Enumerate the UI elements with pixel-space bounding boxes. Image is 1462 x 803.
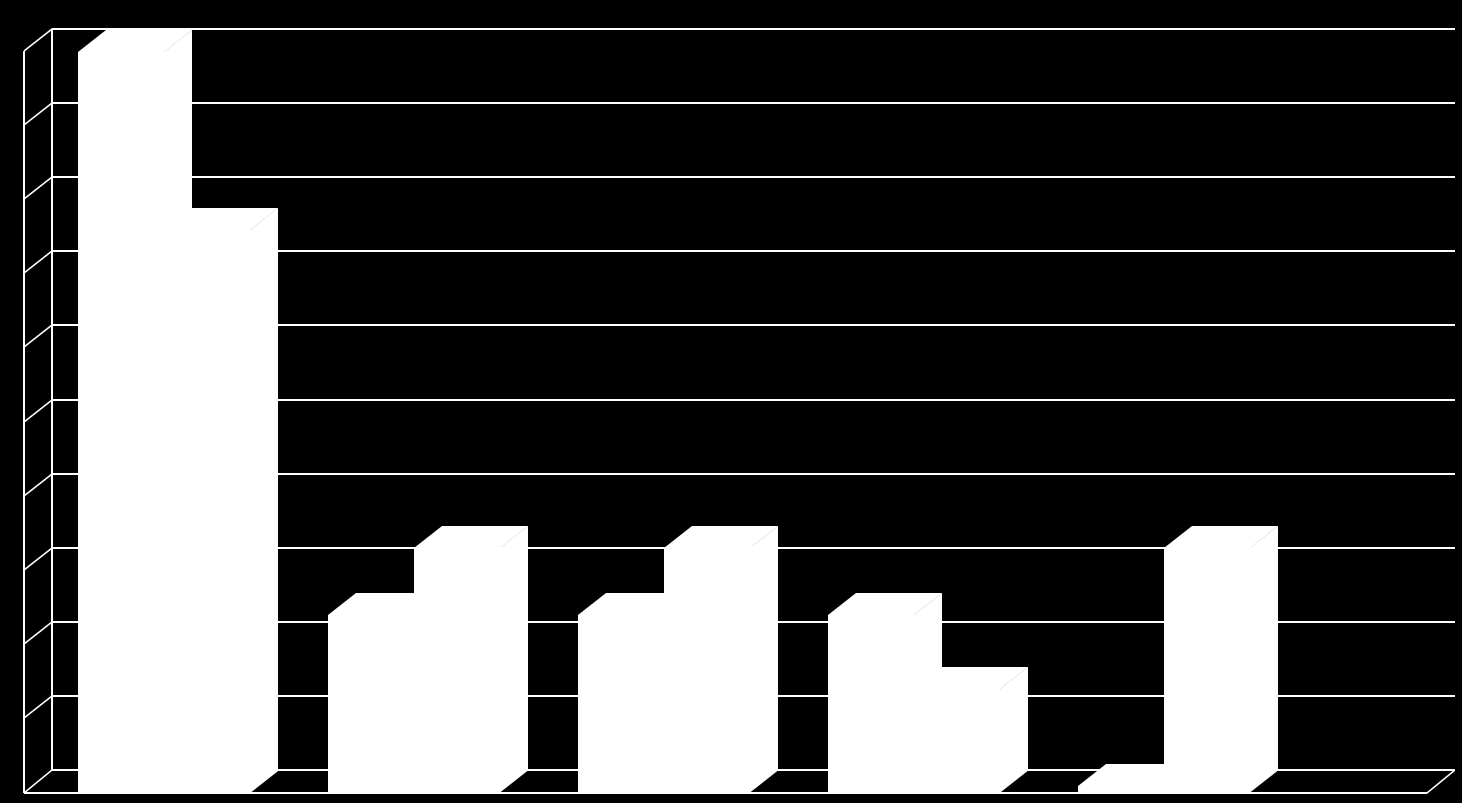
gridline	[52, 176, 1455, 178]
grid-tick-diagonal	[24, 547, 52, 571]
bar	[1164, 548, 1250, 793]
bar	[78, 52, 164, 793]
grid-tick-diagonal	[24, 324, 52, 348]
floor-right-edge	[1427, 769, 1455, 794]
floor-front-edge	[24, 792, 1427, 794]
bar	[328, 615, 414, 793]
grid-tick-diagonal	[24, 176, 52, 200]
bar	[828, 615, 914, 793]
grid-tick-diagonal	[24, 695, 52, 719]
grid-tick-diagonal	[24, 473, 52, 497]
gridline	[52, 28, 1455, 30]
floor-left-edge	[24, 769, 52, 794]
bar-side	[1250, 526, 1278, 793]
grid-tick-diagonal	[24, 621, 52, 645]
bar	[578, 615, 664, 793]
grid-tick-diagonal	[24, 28, 52, 52]
bar-side	[1000, 667, 1028, 793]
bar-side	[250, 208, 278, 793]
bar-side	[750, 526, 778, 793]
bar-side	[500, 526, 528, 793]
bar	[914, 689, 1000, 793]
bar	[164, 230, 250, 793]
bar	[664, 548, 750, 793]
grid-tick-diagonal	[24, 399, 52, 423]
grid-tick-diagonal	[24, 102, 52, 126]
bar	[414, 548, 500, 793]
bar-chart-3d	[0, 0, 1462, 803]
grid-tick-diagonal	[24, 250, 52, 274]
gridline	[52, 102, 1455, 104]
